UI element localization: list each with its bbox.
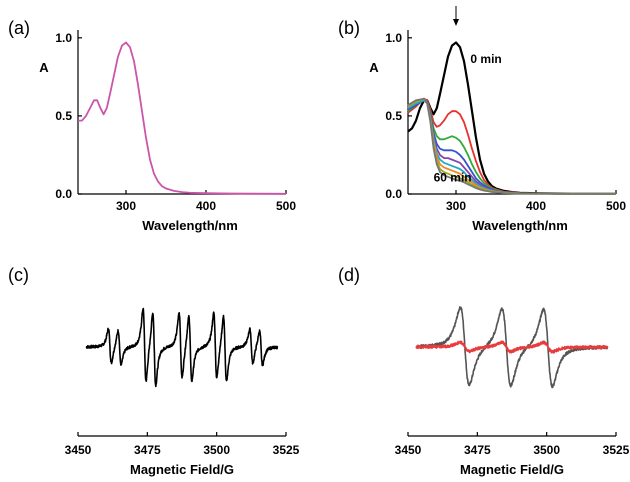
annotation-0-min: 0 min <box>470 52 501 66</box>
arrow-head <box>453 19 459 26</box>
y-tick-label: 0.5 <box>55 109 72 123</box>
x-tick-label: 3450 <box>395 443 422 457</box>
epr-spectrum-0 <box>85 307 279 388</box>
y-axis-label: A <box>39 60 49 75</box>
x-tick-label: 300 <box>446 199 466 213</box>
x-tick-label: 3500 <box>203 443 230 457</box>
panel-label-c: (c) <box>8 265 29 285</box>
x-tick-label: 400 <box>196 199 216 213</box>
epr-spectrum-1 <box>415 340 609 354</box>
y-tick-label: 0.0 <box>55 187 72 201</box>
x-tick-label: 3475 <box>464 443 491 457</box>
chart-panel-c: 3450 3475 3500 3525 Magnetic Field/G <box>65 307 300 477</box>
y-tick-label: 0.0 <box>385 187 402 201</box>
x-axis-label: Magnetic Field/G <box>130 462 234 477</box>
x-tick-label: 3525 <box>603 443 630 457</box>
chart-panel-a: 300 400 500 0.0 0.5 1.0 Wavelength/nm A <box>39 30 296 233</box>
x-axis-label: Wavelength/nm <box>142 218 238 233</box>
x-tick-label: 3450 <box>65 443 92 457</box>
chart-panel-b: 300 400 500 0.0 0.5 1.0 Wavelength/nm A 0 min 60 … <box>369 6 626 233</box>
x-tick-label: 500 <box>606 199 626 213</box>
panel-label-a: (a) <box>8 18 30 38</box>
series-line-0 <box>78 41 287 195</box>
x-tick-label: 3525 <box>273 443 300 457</box>
y-axis-label: A <box>369 60 379 75</box>
panel-label-d: (d) <box>338 265 360 285</box>
y-tick-label: 1.0 <box>55 31 72 45</box>
annotation-60-min: 60 min <box>434 171 472 185</box>
x-tick-label: 3500 <box>533 443 560 457</box>
x-tick-label: 3475 <box>134 443 161 457</box>
y-tick-label: 0.5 <box>385 109 402 123</box>
x-tick-label: 400 <box>526 199 546 213</box>
x-tick-label: 300 <box>116 199 136 213</box>
chart-panel-d: 3450 3475 3500 3525 Magnetic Field/G <box>395 306 630 477</box>
panel-label-b: (b) <box>338 18 360 38</box>
x-tick-label: 500 <box>276 199 296 213</box>
y-tick-label: 1.0 <box>385 31 402 45</box>
x-axis-label: Magnetic Field/G <box>460 462 564 477</box>
series-line-8 <box>407 97 616 195</box>
x-axis-label: Wavelength/nm <box>472 218 568 233</box>
